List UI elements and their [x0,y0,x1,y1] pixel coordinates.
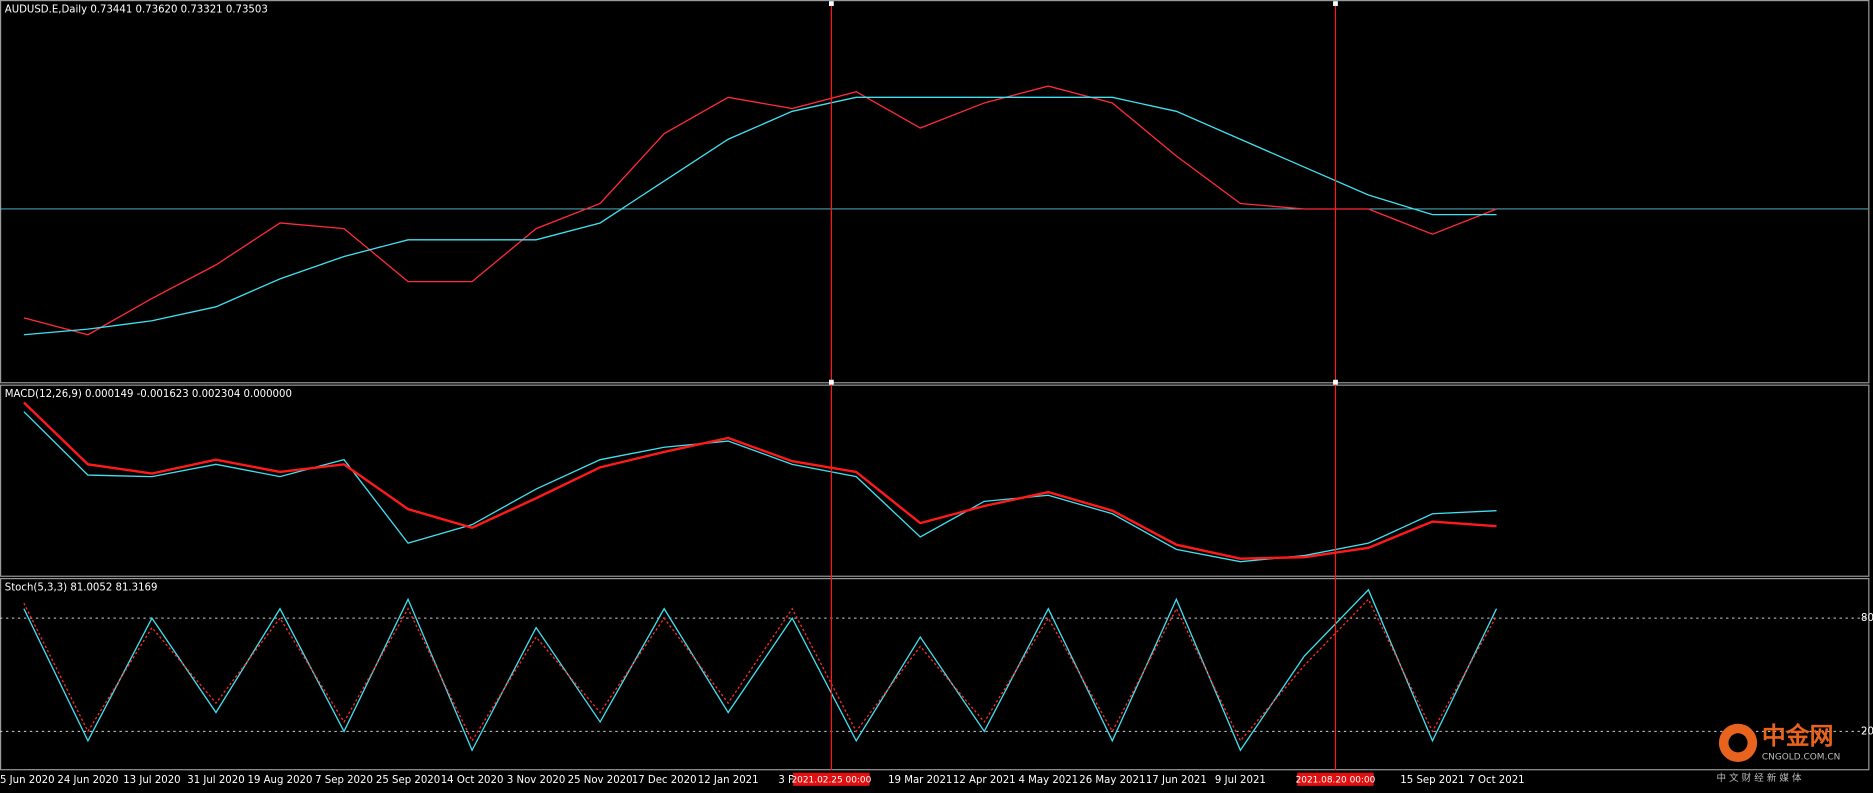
x-tick-label: 31 Jul 2020 [187,775,244,786]
x-tick-label: 17 Dec 2020 [632,775,697,786]
series-line [23,411,1497,563]
x-tick-label: 9 Jul 2021 [1215,775,1266,786]
handle [1333,379,1338,385]
x-tick-label: 13 Jul 2020 [123,775,180,786]
y-tick-label: 20 [1861,726,1873,737]
x-tick-label: 24 Jun 2020 [57,775,118,786]
cursor-label-box [793,772,870,786]
x-tick-label: 7 Sep 2020 [315,775,373,786]
x-tick-label: 26 May 2021 [1079,775,1145,786]
series-line [23,401,1497,560]
series-line [23,85,1497,336]
panel-title: AUDUSD.E,Daily 0.73441 0.73620 0.73321 0… [5,5,268,16]
x-tick-label: 7 Oct 2021 [1468,775,1524,786]
handle [828,1,834,6]
handle [1333,1,1338,6]
cursor-label: 2021.08.20 00:00 [1296,775,1376,785]
x-tick-label: 3 Nov 2020 [507,775,566,786]
x-tick-label: 15 Sep 2021 [1400,775,1464,786]
x-tick-label: 17 Jun 2021 [1146,775,1207,786]
panel-title: MACD(12,26,9) 0.000149 -0.001623 0.00230… [5,389,292,400]
y-tick-label: 80 [1861,613,1873,624]
cursor-lines [830,2,1337,771]
watermark-site: CNGOLD.COM.CN [1762,753,1840,763]
macd-frame [0,384,1870,577]
watermark-tagline: 中 文 财 经 新 媒 体 [1717,772,1802,784]
cursor-label: 2021.02.25 00:00 [791,775,871,785]
x-tick-label: 4 May 2021 [1018,775,1078,786]
x-tick-label: 19 Mar 2021 [888,775,952,786]
handle [828,379,834,385]
panel-frames [0,0,1870,771]
x-tick-label: 3 Feb [778,775,806,786]
series-line [23,96,1497,336]
cursor-label-box [1297,772,1374,786]
plot-area: AUDUSD.E,Daily 0.73441 0.73620 0.73321 0… [0,5,1873,786]
x-tick-label: 25 Nov 2020 [568,775,633,786]
x-tick-label: 12 Apr 2021 [953,775,1016,786]
series-line [23,598,1498,743]
watermark: 中金网 CNGOLD.COM.CN 中 文 财 经 新 媒 体 [1717,722,1841,784]
cursor-handles [828,1,1338,385]
x-tick-label: 5 Jun 2020 [0,775,55,786]
watermark-logo-inner [1728,733,1748,753]
x-tick-label: 14 Oct 2020 [441,775,504,786]
price-frame [0,0,1870,384]
x-tick-label: 12 Jan 2021 [698,775,759,786]
x-tick-label: 25 Sep 2020 [376,775,440,786]
series-line [23,588,1498,752]
x-tick-label: 19 Aug 2020 [248,775,313,786]
watermark-title: 中金网 [1762,722,1834,750]
stoch-frame [0,578,1870,771]
panel-title: Stoch(5,3,3) 81.0052 81.3169 [5,583,158,594]
